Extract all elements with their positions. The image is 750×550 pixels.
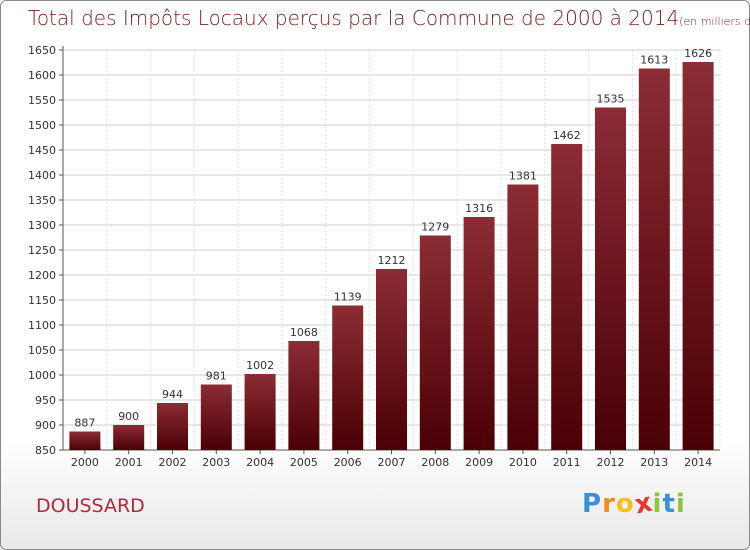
ytick-label-1050: 1050 <box>28 344 56 357</box>
proxiti-logo: Proxiti <box>582 487 686 520</box>
xtick-label-2014: 2014 <box>684 456 712 469</box>
value-label-2001: 900 <box>118 410 139 423</box>
xtick-label-2006: 2006 <box>334 456 362 469</box>
value-label-2010: 1381 <box>509 170 537 183</box>
ytick-label-1150: 1150 <box>28 294 56 307</box>
bar-2010 <box>507 184 539 450</box>
ytick-label-1250: 1250 <box>28 244 56 257</box>
ytick-label-1400: 1400 <box>28 169 56 182</box>
ytick-label-1350: 1350 <box>28 194 56 207</box>
xtick-label-2012: 2012 <box>597 456 625 469</box>
value-label-2005: 1068 <box>290 326 318 339</box>
chart-subtitle: (en milliers d'€) <box>679 15 750 28</box>
logo-letter-1: r <box>602 489 616 519</box>
logo-letter-6: i <box>675 489 686 519</box>
ytick-label-1650: 1650 <box>28 44 56 57</box>
xtick-label-2001: 2001 <box>115 456 143 469</box>
value-label-2008: 1279 <box>421 221 449 234</box>
value-label-2002: 944 <box>162 388 183 401</box>
ytick-label-1550: 1550 <box>28 94 56 107</box>
value-label-2012: 1535 <box>597 93 625 106</box>
value-label-2013: 1613 <box>640 54 668 67</box>
bar-2001 <box>113 425 145 450</box>
ytick-label-1600: 1600 <box>28 69 56 82</box>
ytick-label-850: 850 <box>35 444 56 457</box>
xtick-label-2003: 2003 <box>202 456 230 469</box>
xtick-label-2004: 2004 <box>246 456 274 469</box>
bar-2012 <box>595 107 626 450</box>
bar-2013 <box>638 68 670 450</box>
xtick-label-2009: 2009 <box>465 456 493 469</box>
ytick-label-1200: 1200 <box>28 269 56 282</box>
value-label-2011: 1462 <box>553 129 581 142</box>
commune-name: DOUSSARD <box>36 495 145 517</box>
chart-title: Total des Impôts Locaux perçus par la Co… <box>28 6 750 30</box>
logo-letter-5: t <box>662 489 676 519</box>
ytick-label-1500: 1500 <box>28 119 56 132</box>
bar-2002 <box>157 403 188 450</box>
bar-2009 <box>463 217 495 450</box>
ytick-label-1000: 1000 <box>28 369 56 382</box>
bars <box>69 62 714 450</box>
xtick-label-2011: 2011 <box>553 456 581 469</box>
bar-2007 <box>376 269 407 450</box>
ytick-label-950: 950 <box>35 394 56 407</box>
bar-2004 <box>244 374 276 450</box>
bar-2014 <box>682 62 714 450</box>
xtick-label-2008: 2008 <box>421 456 449 469</box>
value-label-2007: 1212 <box>378 254 406 267</box>
xtick-label-2002: 2002 <box>159 456 187 469</box>
ytick-label-900: 900 <box>35 419 56 432</box>
ytick-label-1450: 1450 <box>28 144 56 157</box>
xtick-label-2010: 2010 <box>509 456 537 469</box>
xtick-label-2007: 2007 <box>378 456 406 469</box>
bar-2003 <box>200 384 232 450</box>
logo-letter-4: i <box>652 489 663 519</box>
bar-2006 <box>332 305 364 450</box>
value-label-2000: 887 <box>74 417 95 430</box>
value-label-2009: 1316 <box>465 202 493 215</box>
value-label-2004: 1002 <box>246 359 274 372</box>
bar-2000 <box>69 431 101 450</box>
labels: 887 2000 900 2001 944 2002 981 2003 1002 2004 1068… <box>71 47 712 469</box>
xtick-label-2005: 2005 <box>290 456 318 469</box>
xtick-label-2013: 2013 <box>640 456 668 469</box>
value-label-2006: 1139 <box>334 291 362 304</box>
bar-2005 <box>288 341 320 450</box>
value-label-2003: 981 <box>206 370 227 383</box>
ytick-label-1300: 1300 <box>28 219 56 232</box>
value-label-2014: 1626 <box>684 47 712 60</box>
logo-letter-0: P <box>582 489 603 519</box>
xtick-label-2000: 2000 <box>71 456 99 469</box>
ytick-label-1100: 1100 <box>28 319 56 332</box>
bar-2008 <box>419 235 451 450</box>
bar-2011 <box>551 144 583 450</box>
logo-letter-2: o <box>615 489 635 519</box>
